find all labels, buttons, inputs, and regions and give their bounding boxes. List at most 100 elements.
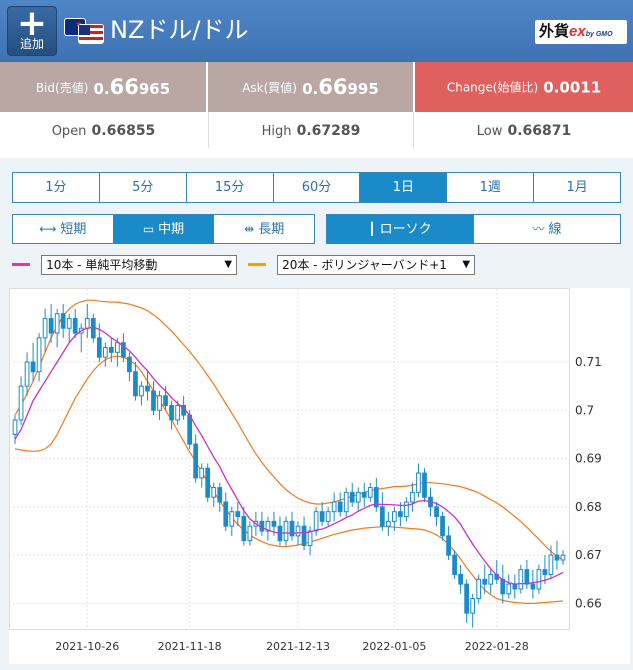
candle-body: [410, 491, 415, 503]
bid-quote[interactable]: Bid(売値) 0.66965: [0, 62, 206, 112]
candle-body: [512, 583, 518, 590]
us-flag-icon: [78, 24, 104, 44]
y-tick-label: 0.66: [575, 596, 602, 610]
add-label: 追加: [19, 37, 44, 51]
candle-body: [307, 530, 313, 546]
candle-body: [199, 467, 205, 479]
tab-line-chart[interactable]: 〰線: [532, 222, 562, 237]
tab-timeframe-15m[interactable]: 15分: [187, 173, 274, 202]
candle-body: [217, 487, 223, 503]
price-chart-svg: 0.71 0.7 0.69 0.68 0.67 0.66 2021-10-26 2021-11…: [9, 288, 602, 653]
ask-value: 0.66995: [302, 75, 379, 99]
candle-body: [500, 578, 506, 595]
indicator-1: 10本 - 単純平均移動 ▼: [12, 254, 238, 276]
candle-body: [554, 554, 560, 561]
candle-body: [169, 404, 174, 421]
candle-body: [313, 511, 319, 532]
open-stat: Open 0.66855: [0, 112, 207, 148]
brand-logo: 外貨exby GMO: [535, 20, 627, 44]
change-quote: Change(始値比) 0.0011: [415, 62, 633, 112]
candle-body: [145, 385, 150, 392]
candle-body: [458, 573, 463, 585]
term-tabs: ⟷ 短期 ▭ 中期 ⇹ 長期: [12, 214, 315, 244]
line-chart-icon: 〰: [532, 222, 545, 236]
candle-body: [464, 583, 470, 614]
price-chart[interactable]: 0.71 0.7 0.69 0.68 0.67 0.66 2021-10-26 2021-11…: [9, 288, 630, 664]
candle-body: [295, 525, 301, 537]
tab-timeframe-5m[interactable]: 5分: [100, 173, 187, 202]
x-tick-label: 2022-01-28: [465, 640, 529, 653]
candle-body: [54, 313, 60, 334]
candle-body: [187, 414, 193, 445]
candle-body: [84, 318, 90, 329]
low-stat: Low 0.66871: [415, 112, 633, 148]
candle-body: [319, 511, 325, 522]
candle-body: [42, 318, 48, 339]
open-label: Open: [51, 124, 87, 139]
chevron-down-icon: ▼: [462, 258, 471, 270]
tab-long-term[interactable]: ⇹ 長期: [244, 222, 285, 237]
tab-timeframe-1w[interactable]: 1週: [447, 173, 535, 202]
candle-body: [96, 337, 102, 358]
chevron-down-icon: ▼: [224, 258, 233, 270]
candle-body: [392, 511, 397, 522]
long-term-icon: ⇹: [244, 222, 255, 236]
tab-mid-term[interactable]: ▭ 中期: [113, 215, 215, 243]
bollinger-lower-line: [14, 355, 564, 604]
candle-body: [560, 554, 566, 561]
candle-body: [30, 361, 36, 373]
candle-body: [247, 525, 253, 542]
ask-quote[interactable]: Ask(買値) 0.66995: [208, 62, 413, 112]
tab-timeframe-1m[interactable]: 1分: [13, 173, 100, 202]
candle-body: [60, 313, 66, 329]
bid-label: Bid(売値): [35, 81, 89, 95]
tab-timeframe-1d[interactable]: 1日: [360, 173, 448, 202]
high-label: High: [261, 124, 292, 139]
candle-body: [373, 487, 379, 508]
candle-body: [343, 491, 349, 513]
candle-body: [367, 487, 373, 498]
y-tick-label: 0.69: [575, 452, 602, 466]
candle-body: [289, 520, 295, 537]
high-value: 0.67289: [296, 123, 361, 139]
candle-body: [157, 395, 162, 411]
candle-body: [398, 511, 403, 518]
indicator-2-select[interactable]: 20本 - ボリンジャーバンド+1 ▼: [277, 254, 476, 275]
change-label: Change(始値比): [446, 80, 539, 95]
candle-body: [422, 472, 427, 498]
bid-value: 0.66965: [93, 75, 171, 99]
candle-body: [175, 404, 180, 421]
candle-body: [121, 342, 126, 358]
candle-body: [416, 472, 421, 493]
candle-body: [283, 520, 289, 542]
ask-label: Ask(買値): [242, 81, 297, 95]
y-tick-label: 0.7: [575, 403, 594, 417]
tab-timeframe-1mo[interactable]: 1月: [566, 180, 588, 195]
candle-body: [548, 554, 554, 575]
candle-body: [524, 569, 530, 585]
candle-body: [102, 347, 108, 358]
candle-body: [271, 520, 277, 527]
tab-candlestick[interactable]: ┃ ローソク: [327, 215, 474, 243]
candle-body: [235, 511, 241, 518]
candle-body: [108, 347, 114, 353]
candle-body: [325, 511, 331, 522]
candle-body: [12, 419, 18, 435]
candle-body: [506, 583, 512, 595]
tab-timeframe-60m[interactable]: 60分: [274, 173, 361, 202]
candle-body: [301, 525, 307, 546]
x-tick-label: 2021-12-13: [266, 640, 330, 653]
candle-body: [265, 520, 271, 532]
x-tick-label: 2022-01-05: [362, 640, 426, 653]
candle-body: [115, 342, 120, 353]
currency-flags-icon: [64, 18, 104, 46]
candle-body: [163, 395, 168, 406]
tab-short-term[interactable]: ⟷ 短期: [13, 215, 114, 243]
candle-body: [470, 598, 476, 614]
change-value: 0.0011: [543, 78, 602, 97]
candle-body: [518, 569, 524, 590]
mid-term-icon: ▭: [142, 222, 155, 236]
y-tick-label: 0.68: [575, 500, 602, 514]
add-pair-button[interactable]: + 追加: [7, 6, 57, 56]
indicator-1-select[interactable]: 10本 - 単純平均移動 ▼: [41, 254, 238, 275]
